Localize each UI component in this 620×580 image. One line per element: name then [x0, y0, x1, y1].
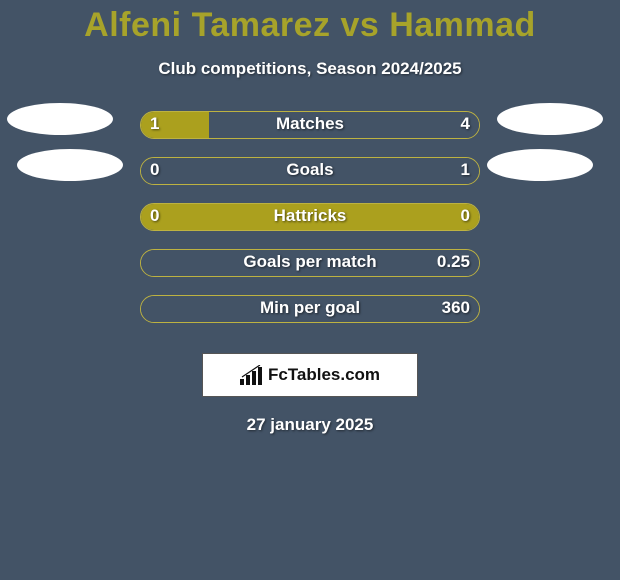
- stats-container: 14Matches01Goals00Hattricks0.25Goals per…: [0, 111, 620, 341]
- bar-chart-icon: [240, 365, 264, 385]
- player-left-oval: [7, 103, 113, 135]
- stat-row: 0.25Goals per match: [0, 249, 620, 295]
- logo-text: FcTables.com: [268, 365, 380, 385]
- stat-row: 360Min per goal: [0, 295, 620, 341]
- stat-label: Min per goal: [140, 298, 480, 318]
- player-right-oval: [497, 103, 603, 135]
- stat-label: Goals per match: [140, 252, 480, 272]
- stat-row: 01Goals: [0, 157, 620, 203]
- page-title: Alfeni Tamarez vs Hammad: [0, 0, 620, 45]
- date-label: 27 january 2025: [0, 415, 620, 435]
- subtitle: Club competitions, Season 2024/2025: [0, 59, 620, 79]
- stat-label: Hattricks: [140, 206, 480, 226]
- logo-box: FcTables.com: [202, 353, 418, 397]
- player-left-oval: [17, 149, 123, 181]
- stat-label: Goals: [140, 160, 480, 180]
- comparison-infographic: Alfeni Tamarez vs Hammad Club competitio…: [0, 0, 620, 580]
- player-right-oval: [487, 149, 593, 181]
- stat-row: 00Hattricks: [0, 203, 620, 249]
- stat-label: Matches: [140, 114, 480, 134]
